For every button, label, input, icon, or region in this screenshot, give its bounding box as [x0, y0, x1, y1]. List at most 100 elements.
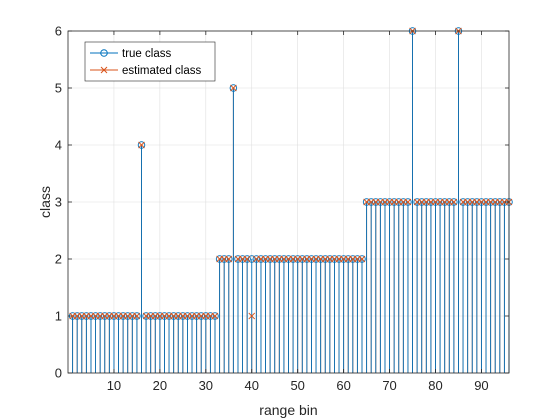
true-class-point	[91, 312, 100, 320]
true-class-point	[100, 312, 109, 320]
true-class-point	[169, 312, 178, 320]
true-class-point	[197, 312, 205, 320]
true-class-point	[174, 312, 182, 320]
true-class-point	[146, 312, 155, 320]
y-tick-label: 4	[55, 138, 62, 153]
y-tick-label: 6	[55, 24, 62, 39]
true-class-point	[372, 198, 380, 206]
true-class-point	[119, 312, 127, 320]
true-class-point	[468, 198, 477, 206]
true-class-point	[78, 312, 86, 320]
true-class-point	[151, 312, 160, 320]
x-tick-label: 80	[428, 378, 442, 393]
x-tick-label: 20	[153, 378, 167, 393]
true-class-point	[293, 255, 302, 263]
true-class-point	[252, 255, 261, 263]
true-class-point	[128, 312, 137, 320]
true-class-point	[307, 255, 316, 263]
true-class-point	[73, 312, 81, 320]
true-class-point	[156, 312, 164, 320]
true-class-point	[192, 312, 201, 320]
true-class-point	[96, 312, 104, 320]
y-axis-ticks: 0 1 2 3 4 5 6	[55, 24, 509, 381]
true-class-point	[188, 312, 196, 320]
true-class-point	[105, 312, 114, 320]
true-class-point	[486, 198, 495, 206]
true-class-point	[165, 312, 173, 320]
estimated-class-markers	[69, 27, 513, 320]
true-class-point	[404, 198, 412, 206]
true-class-point	[82, 312, 91, 320]
true-class-point	[473, 198, 481, 206]
x-tick-label: 10	[107, 378, 121, 393]
true-class-point	[339, 255, 348, 263]
true-class-point	[390, 198, 398, 206]
true-class-point	[330, 255, 339, 263]
x-axis-label: range bin	[259, 402, 317, 418]
true-class-point	[229, 84, 238, 92]
true-class-point	[445, 198, 454, 206]
true-class-point	[270, 255, 279, 263]
true-class-point	[87, 312, 95, 320]
true-class-point	[459, 198, 467, 206]
true-class-point	[422, 198, 431, 206]
true-class-point	[349, 255, 357, 263]
true-class-point	[431, 198, 440, 206]
estimated-class-point	[404, 198, 412, 206]
true-class-point	[362, 198, 371, 206]
true-class-stems	[72, 31, 510, 373]
true-class-point	[298, 255, 307, 263]
true-class-point	[225, 255, 233, 263]
true-class-point	[234, 255, 242, 263]
estimated-class-point	[230, 84, 237, 92]
x-tick-label: 40	[245, 378, 259, 393]
true-class-point	[303, 255, 311, 263]
true-class-point	[376, 198, 385, 206]
true-class-point	[211, 312, 219, 320]
true-class-point	[123, 312, 132, 320]
legend-label-estimated-class: estimated class	[122, 65, 202, 77]
estimated-class-point	[133, 312, 141, 320]
true-class-point	[160, 312, 169, 320]
true-class-point	[482, 198, 490, 206]
true-class-point	[257, 255, 265, 263]
true-class-point	[496, 198, 504, 206]
x-tick-label: 90	[474, 378, 488, 393]
x-tick-label: 60	[336, 378, 350, 393]
true-class-point	[395, 198, 403, 206]
true-class-point	[463, 198, 472, 206]
true-class-point	[413, 198, 421, 206]
estimated-class-point	[358, 255, 366, 263]
true-class-point	[137, 141, 146, 149]
true-class-point	[266, 255, 274, 263]
true-class-point	[477, 198, 486, 206]
legend-marker-true-class	[100, 49, 108, 57]
true-class-point	[436, 198, 444, 206]
y-axis-label: class	[37, 186, 53, 218]
legend-box	[84, 41, 216, 82]
true-class-point	[367, 198, 375, 206]
y-tick-label: 2	[55, 252, 62, 267]
true-class-markers	[68, 27, 513, 320]
true-class-point	[440, 198, 449, 206]
true-class-point	[358, 255, 366, 263]
true-class-point	[399, 198, 408, 206]
true-class-point	[417, 198, 426, 206]
true-class-point	[206, 312, 215, 320]
true-class-point	[133, 312, 141, 320]
y-tick-label: 1	[55, 309, 62, 324]
y-tick-label: 5	[55, 81, 62, 96]
true-class-point	[202, 312, 210, 320]
x-tick-label: 70	[382, 378, 396, 393]
true-class-point	[344, 255, 352, 263]
x-tick-label: 30	[199, 378, 213, 393]
x-tick-label: 50	[290, 378, 304, 393]
estimated-class-point	[243, 255, 251, 263]
legend: true class estimated class	[84, 41, 216, 82]
true-class-point	[312, 255, 320, 263]
x-axis-ticks: 10 20 30 40 50 60 70 80 90	[107, 31, 489, 393]
true-class-point	[261, 255, 270, 263]
true-class-point	[491, 198, 499, 206]
true-class-point	[381, 198, 389, 206]
true-class-point	[238, 255, 247, 263]
